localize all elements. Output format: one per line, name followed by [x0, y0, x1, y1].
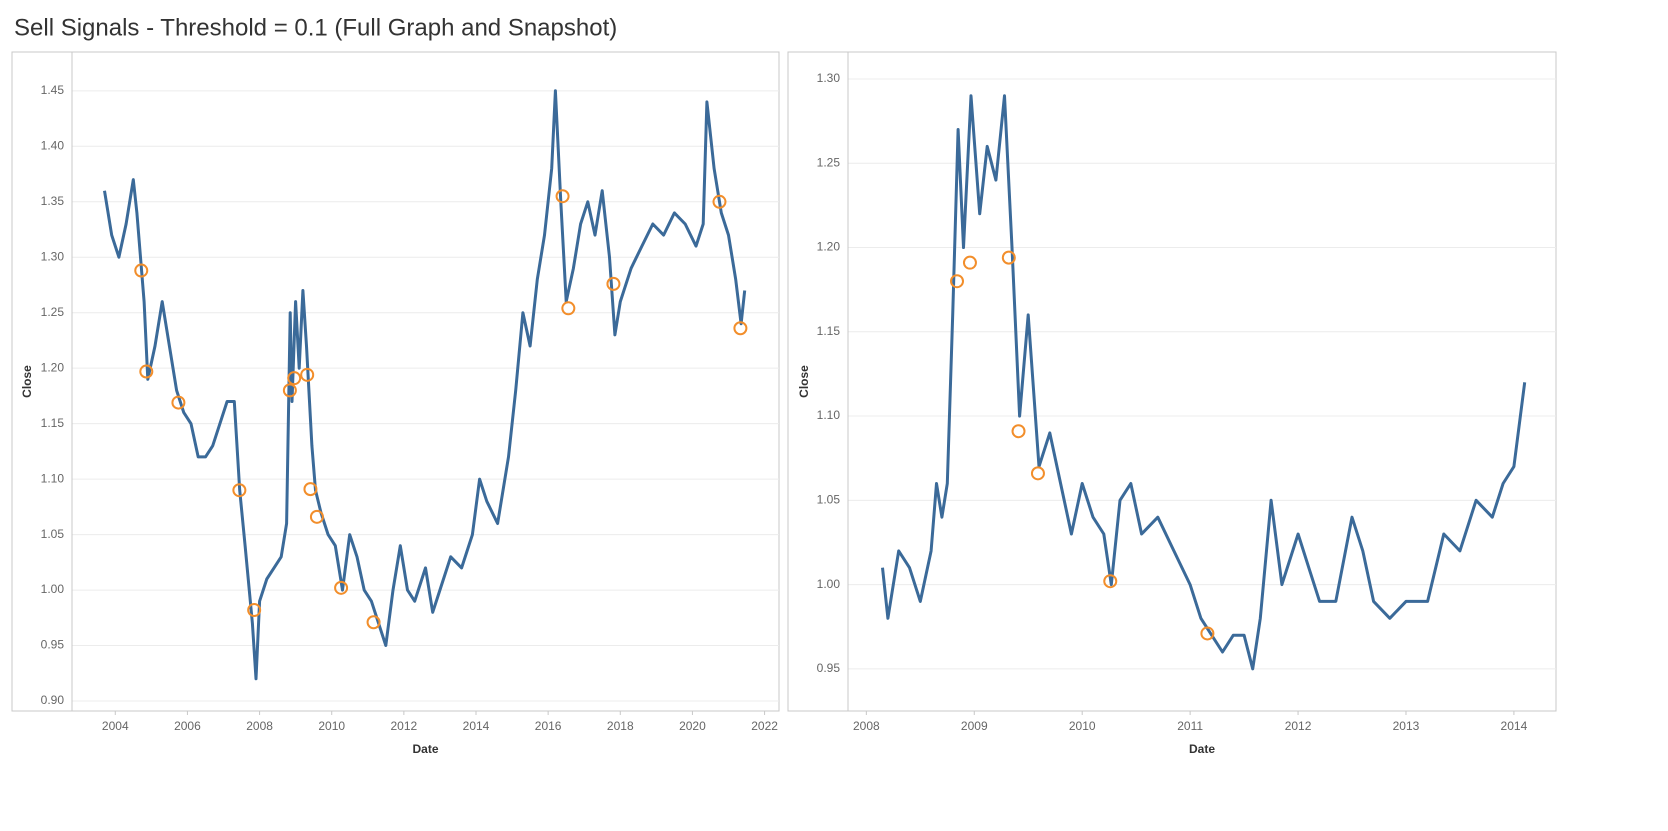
x-axis-label: Date	[1189, 742, 1215, 756]
y-tick-label: 1.15	[41, 416, 65, 430]
sell-signal	[962, 255, 977, 270]
x-tick-label: 2011	[1177, 719, 1203, 733]
y-tick-label: 1.30	[41, 249, 65, 263]
sell-signal	[247, 603, 262, 618]
x-tick-label: 2009	[961, 719, 988, 733]
x-tick-label: 2012	[391, 719, 418, 733]
y-tick-label: 1.25	[817, 155, 841, 169]
x-tick-label: 2014	[1501, 719, 1528, 733]
y-tick-label: 0.95	[41, 638, 65, 652]
sell-signal	[1103, 574, 1118, 589]
x-tick-label: 2016	[535, 719, 562, 733]
sell-signal	[139, 364, 154, 379]
y-tick-label: 1.35	[41, 194, 65, 208]
dashboard-title: Sell Signals - Threshold = 0.1 (Full Gra…	[14, 14, 617, 41]
x-tick-label: 2004	[102, 719, 129, 733]
panel-frame	[11, 51, 780, 712]
sell-signal	[287, 371, 302, 386]
sell-signal	[309, 509, 324, 524]
x-tick-label: 2018	[607, 719, 634, 733]
x-tick-label: 2008	[246, 719, 273, 733]
sell-signal	[232, 483, 247, 498]
sell-signal	[733, 321, 748, 336]
price-line	[103, 89, 747, 681]
y-tick-label: 1.10	[41, 471, 65, 485]
x-tick-label: 2022	[751, 719, 778, 733]
chart-panel: 0.90 0.95 1.00 1.05 1.10 1.15 1.20 1.25 1.30 1.35…	[11, 51, 780, 756]
sell-signal	[950, 274, 965, 289]
y-axis-label: Close	[20, 365, 34, 398]
x-tick-label: 2012	[1285, 719, 1312, 733]
sell-signal	[561, 301, 576, 316]
x-tick-label: 2014	[463, 719, 490, 733]
y-tick-label: 1.10	[817, 408, 841, 422]
sell-signal	[282, 383, 297, 398]
sell-signal	[1001, 250, 1016, 265]
x-tick-label: 2006	[174, 719, 201, 733]
sell-signal	[712, 194, 727, 209]
chart-panel: 0.95 1.00 1.05 1.10 1.15 1.20 1.25 1.30 2008 2009…	[787, 51, 1557, 756]
y-tick-label: 1.00	[817, 577, 841, 591]
x-tick-label: 2010	[1069, 719, 1096, 733]
y-tick-label: 0.95	[817, 661, 841, 675]
x-tick-label: 2010	[318, 719, 345, 733]
sell-signal	[300, 367, 315, 382]
y-tick-label: 1.20	[817, 240, 841, 254]
sell-signal	[366, 615, 381, 630]
y-tick-label: 1.05	[817, 492, 841, 506]
y-tick-label: 1.00	[41, 582, 65, 596]
x-tick-label: 2013	[1393, 719, 1420, 733]
price-line	[881, 94, 1527, 671]
sell-signal	[1200, 626, 1215, 641]
y-tick-label: 0.90	[41, 693, 65, 707]
x-tick-label: 2008	[853, 719, 880, 733]
sell-signal	[606, 276, 621, 291]
y-tick-label: 1.05	[41, 527, 65, 541]
y-tick-label: 1.30	[817, 71, 841, 85]
sell-signal	[1011, 424, 1026, 439]
y-tick-label: 1.25	[41, 305, 65, 319]
sell-signal	[303, 482, 318, 497]
x-tick-label: 2020	[679, 719, 706, 733]
sell-signal	[171, 395, 186, 410]
sell-signal	[134, 263, 149, 278]
y-tick-label: 1.45	[41, 83, 65, 97]
y-axis-label: Close	[797, 365, 811, 398]
x-axis-label: Date	[412, 742, 438, 756]
y-tick-label: 1.40	[41, 138, 65, 152]
y-tick-label: 1.20	[41, 360, 65, 374]
panel-frame	[787, 51, 1557, 712]
sell-signal	[1030, 466, 1045, 481]
sell-signal	[334, 580, 349, 595]
y-tick-label: 1.15	[817, 324, 841, 338]
sell-signal	[555, 189, 570, 204]
